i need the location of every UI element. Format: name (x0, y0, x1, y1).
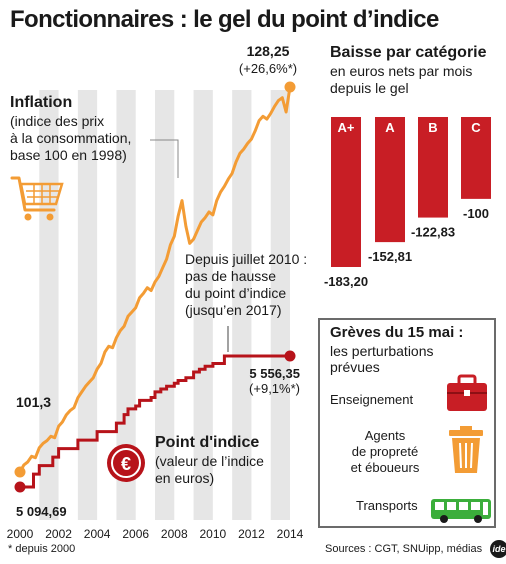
point-indice-start-point (14, 481, 26, 493)
greves-item-label: Enseignement (330, 392, 414, 407)
inflation-line (18, 86, 292, 473)
point-indice-line (20, 354, 290, 489)
greves-item-label: de propreté (351, 444, 419, 459)
category-bar-label: C (471, 120, 481, 135)
svg-text:€: € (121, 454, 131, 474)
x-axis-ticks: 2000 2002 2004 2006 2008 2010 2012 2014 (7, 527, 304, 541)
greves-item-label: Transports (356, 498, 418, 513)
x-tick-label: 2012 (238, 527, 265, 541)
category-bar (375, 117, 405, 243)
bar-chart-subtitle-line: en euros nets par mois (330, 63, 473, 79)
year-stripe (155, 90, 175, 520)
freeze-annotation: du point d’indice (185, 285, 286, 301)
category-bar (331, 117, 361, 267)
category-bar-label: B (428, 120, 437, 135)
point-indice-end-point (284, 350, 296, 362)
freeze-annotation: (jusqu’en 2017) (185, 302, 282, 318)
category-bar (461, 117, 491, 199)
year-stripe (77, 90, 98, 520)
freeze-annotation: pas de hausse (185, 268, 276, 284)
year-stripe (270, 90, 290, 520)
inflation-description: à la consommation, (10, 130, 131, 146)
inflation-series-name: Inflation (10, 94, 72, 111)
inflation-end-change: (+26,6%*) (239, 61, 297, 76)
page-title: Fonctionnaires : le gel du point d’indic… (10, 6, 439, 33)
bar-chart-subtitle-line: depuis le gel (330, 80, 409, 96)
greves-subtitle-line: les perturbations (330, 343, 434, 359)
greves-title: Grèves du 15 mai : (330, 324, 464, 341)
x-tick-label: 2006 (122, 527, 149, 541)
x-tick-label: 2004 (84, 527, 111, 541)
euro-coin-icon: € (107, 444, 145, 482)
greves-item-enseignement: Enseignement (330, 392, 413, 408)
greves-item-label: Agents (364, 428, 406, 443)
x-tick-label: 2000 (7, 527, 34, 541)
greves-item-transports: Transports (356, 498, 418, 514)
point-indice-end-label: 5 556,35 (249, 366, 300, 381)
bar-chart-title: Baisse par catégorie (330, 44, 487, 61)
footnote: * depuis 2000 (8, 543, 76, 555)
category-bar-value: -122,83 (411, 225, 455, 240)
bus-icon (431, 499, 491, 523)
x-tick-label: 2008 (161, 527, 188, 541)
greves-subtitle: les perturbations prévues (330, 343, 490, 375)
category-bar-label: A (385, 120, 395, 135)
inflation-description: (indice des prix (10, 113, 104, 129)
publisher-logo: ide (490, 540, 506, 558)
greves-subtitle-line: prévues (330, 359, 380, 375)
point-indice-description: en euros) (155, 470, 214, 486)
decorative-icons: € (10, 176, 145, 482)
greves-item-label: et éboueurs (350, 460, 420, 475)
briefcase-icon (447, 374, 487, 411)
inflation-end-label: 128,25 (247, 43, 290, 59)
point-indice-end-change: (+9,1%*) (249, 381, 300, 396)
inflation-description: base 100 en 1998) (10, 147, 127, 163)
bar-chart-subtitle: en euros nets par mois depuis le gel (330, 63, 500, 97)
point-indice-start-label: 5 094,69 (16, 504, 67, 519)
point-indice-description: (valeur de l’indice (155, 453, 264, 469)
category-bars: A+ -183,20 A -152,81 B -122,83 C -100 (324, 117, 491, 289)
category-bar-value: -183,20 (324, 274, 368, 289)
inflation-start-label: 101,3 (16, 394, 51, 410)
x-tick-label: 2002 (45, 527, 72, 541)
year-stripe (193, 90, 213, 520)
inflation-end-point (284, 81, 296, 93)
shopping-cart-icon (10, 176, 64, 221)
greves-item-proprete: Agents de propreté et éboueurs (340, 428, 430, 476)
greves-box: Grèves du 15 mai : les perturbations pré… (318, 318, 496, 528)
category-bar-value: -152,81 (368, 249, 412, 264)
trash-bin-icon (449, 426, 483, 473)
sources: Sources : CGT, SNUipp, médias (325, 543, 483, 555)
category-bar-value: -100 (463, 206, 489, 221)
category-bar-label: A+ (338, 120, 355, 135)
year-stripe (116, 90, 136, 520)
x-tick-label: 2010 (200, 527, 227, 541)
inflation-leader-line (150, 139, 179, 178)
category-bar (418, 117, 448, 218)
freeze-annotation: Depuis juillet 2010 : (185, 251, 307, 267)
x-tick-label: 2014 (277, 527, 304, 541)
point-indice-series (14, 350, 296, 493)
point-indice-series-name: Point d'indice (155, 434, 259, 451)
inflation-series (14, 81, 296, 478)
year-stripe (232, 90, 252, 520)
inflation-start-point (14, 466, 26, 478)
year-stripes (39, 90, 290, 520)
